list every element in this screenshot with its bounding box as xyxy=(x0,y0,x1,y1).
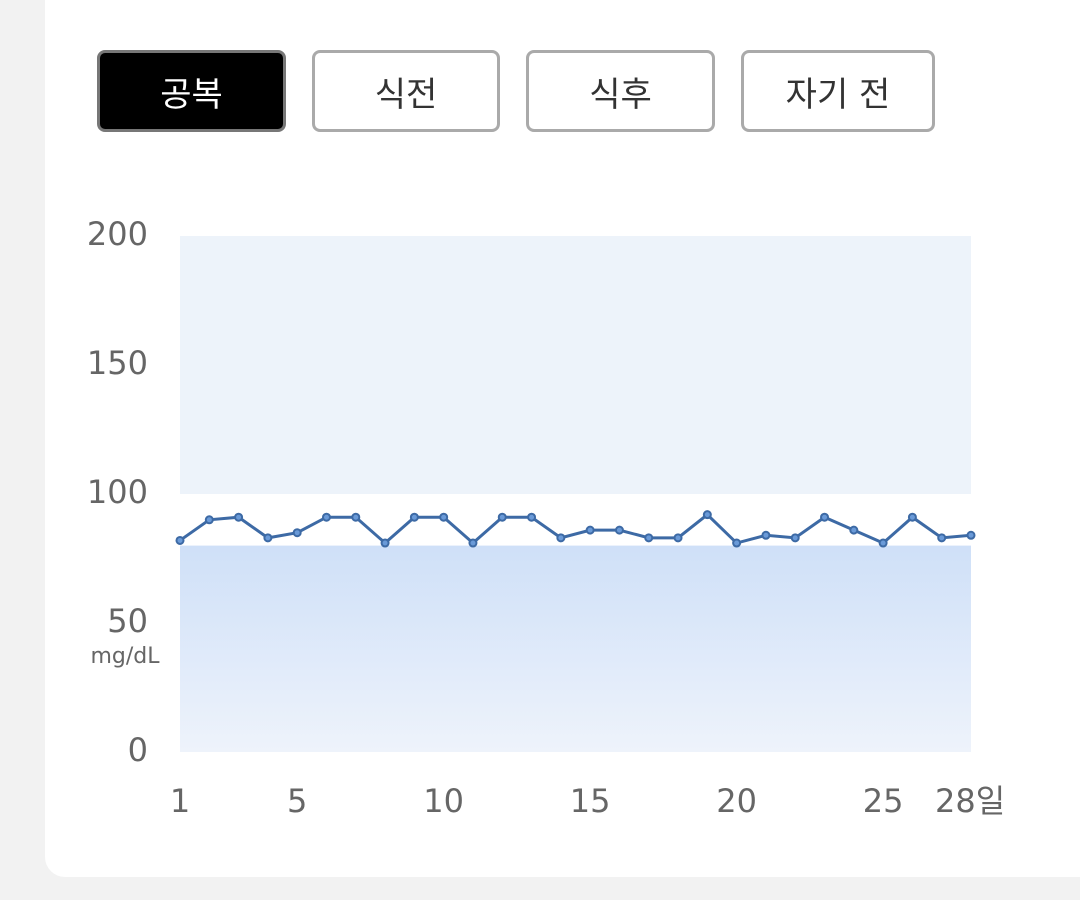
point xyxy=(263,533,273,543)
point xyxy=(790,533,800,543)
point xyxy=(644,533,654,543)
tab[interactable]: 식전 xyxy=(312,50,500,132)
point xyxy=(497,512,507,522)
y-tick-label: 200 xyxy=(87,215,148,253)
point xyxy=(820,512,830,522)
point xyxy=(234,512,244,522)
point xyxy=(907,512,917,522)
point xyxy=(380,538,390,548)
point xyxy=(527,512,537,522)
point xyxy=(937,533,947,543)
point xyxy=(614,525,624,535)
y-unit: mg/dL xyxy=(90,644,160,669)
x-tick-label: 5 xyxy=(287,782,307,820)
point xyxy=(966,530,976,540)
y-tick-label: 0 xyxy=(128,731,148,769)
point xyxy=(878,538,888,548)
tab[interactable]: 공복 xyxy=(97,50,286,132)
line xyxy=(179,512,972,546)
range-band xyxy=(180,545,971,752)
x-tick-label: 1 xyxy=(170,782,190,820)
point xyxy=(292,528,302,538)
range-band xyxy=(180,236,971,494)
point xyxy=(761,530,771,540)
point xyxy=(585,525,595,535)
point xyxy=(321,512,331,522)
x-tick-label: 10 xyxy=(423,782,464,820)
x-tick-label: 25 xyxy=(863,782,904,820)
tab[interactable]: 식후 xyxy=(526,50,715,132)
point xyxy=(849,525,859,535)
x-tick-label: 20 xyxy=(716,782,757,820)
point xyxy=(204,515,214,525)
tab[interactable]: 자기 전 xyxy=(741,50,935,132)
x-tick-label: 28일 xyxy=(935,782,1005,820)
point xyxy=(468,538,478,548)
point xyxy=(175,535,185,545)
point xyxy=(556,533,566,543)
point xyxy=(351,512,361,522)
y-tick-label: 100 xyxy=(87,473,148,511)
y-tick-label: 150 xyxy=(87,344,148,382)
point xyxy=(409,512,419,522)
point xyxy=(732,538,742,548)
point xyxy=(702,510,712,520)
point xyxy=(439,512,449,522)
y-tick-label: 50 xyxy=(107,602,148,640)
point xyxy=(673,533,683,543)
x-tick-label: 15 xyxy=(570,782,611,820)
